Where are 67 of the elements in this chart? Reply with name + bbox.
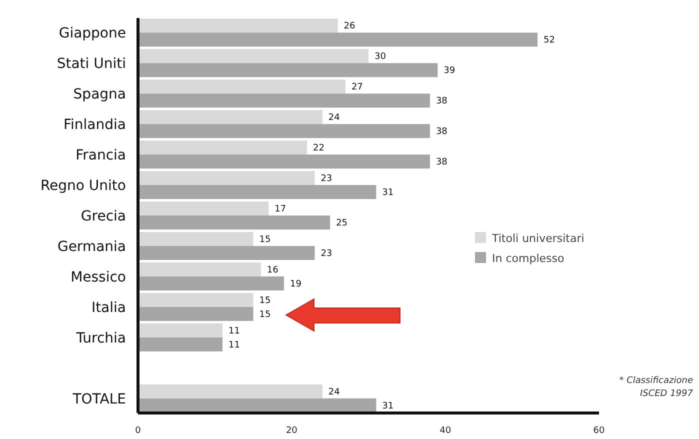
x-tick-label: 40	[440, 426, 452, 436]
bar	[138, 185, 376, 200]
bar	[138, 384, 322, 398]
bar	[138, 140, 308, 155]
bar	[138, 110, 322, 124]
y-tick-label: Regno Unito	[40, 178, 126, 194]
y-tick-label: Stati Uniti	[56, 56, 126, 72]
data-label: 11	[228, 326, 240, 336]
bar	[138, 246, 315, 260]
data-label: 11	[228, 340, 240, 350]
text: * Classificazione ISCED 1997	[619, 376, 694, 399]
y-tick-label: TOTALE	[72, 391, 126, 408]
y-tick-label: Turchia	[75, 330, 126, 346]
data-label: 23	[320, 248, 332, 259]
bar	[138, 292, 254, 307]
data-label: 30	[374, 52, 386, 62]
legend-label: Titoli universitari	[491, 232, 584, 245]
data-label: 31	[382, 401, 394, 412]
y-tick-label: Messico	[70, 269, 126, 286]
bar	[138, 306, 254, 321]
bar	[138, 276, 284, 290]
y-tick-label: Giappone	[58, 26, 126, 42]
bar	[138, 80, 346, 94]
data-label: 24	[328, 113, 340, 124]
legend-label: In complesso	[492, 252, 564, 265]
bar	[138, 201, 269, 216]
bar	[138, 216, 330, 230]
data-label: 31	[382, 188, 394, 198]
x-tick-label: 0	[135, 426, 142, 436]
bar	[138, 32, 538, 47]
y-tick-label: Germania	[57, 238, 126, 255]
y-tick-label: Finlandia	[64, 117, 126, 134]
bar	[138, 262, 261, 276]
x-tick-label: 60	[593, 426, 605, 436]
data-label: 26	[344, 22, 356, 32]
bar	[138, 171, 315, 186]
data-label: 17	[274, 204, 286, 214]
bar	[138, 63, 438, 78]
data-label: 27	[351, 82, 363, 93]
bar	[138, 323, 223, 338]
bar	[138, 49, 368, 64]
y-tick-label: Italia	[91, 300, 126, 316]
data-label: 52	[544, 36, 555, 46]
y-tick-label: Grecia	[80, 208, 126, 224]
bar	[138, 154, 430, 169]
bar	[138, 337, 223, 352]
data-label: 19	[290, 279, 302, 290]
data-label: 23	[320, 174, 332, 184]
data-label: 16	[266, 265, 279, 276]
data-label: 15	[259, 296, 271, 306]
data-label: 25	[336, 218, 348, 229]
y-tick-label: Francia	[76, 148, 126, 164]
data-label: 38	[436, 127, 448, 138]
data-label: 15	[259, 310, 271, 320]
data-label: 22	[313, 144, 324, 154]
bar	[138, 94, 430, 108]
bar	[138, 18, 338, 33]
y-tick-label: Spagna	[73, 86, 126, 103]
data-label: 15	[259, 234, 271, 245]
x-tick-label: 20	[286, 426, 298, 436]
data-label: 39	[444, 66, 456, 76]
bar	[138, 124, 430, 138]
data-label: 38	[436, 158, 448, 168]
bar	[138, 232, 254, 246]
data-label: 38	[436, 96, 448, 107]
bar	[138, 398, 376, 412]
data-label: 24	[328, 387, 340, 398]
